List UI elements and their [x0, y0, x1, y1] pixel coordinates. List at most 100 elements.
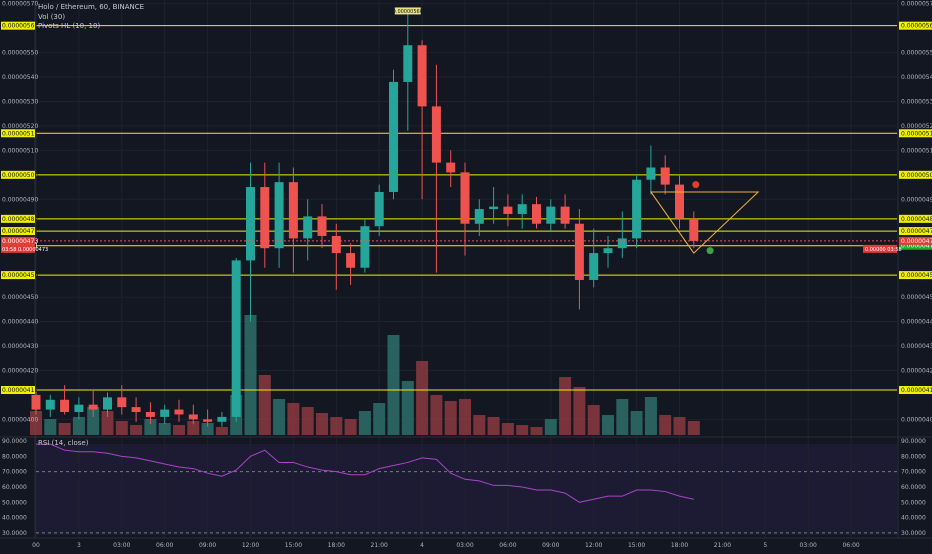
volume-bar — [87, 407, 100, 435]
price-tick-right: 0.00000440 — [901, 319, 932, 326]
time-tick: 00 — [32, 542, 40, 549]
candle-body[interactable] — [60, 399, 70, 413]
candle-body[interactable] — [389, 81, 398, 192]
price-tick-left: 0.00000550 — [2, 50, 38, 57]
time-tick: 15:00 — [285, 542, 302, 549]
candle-body[interactable] — [231, 260, 241, 417]
candle-body[interactable] — [274, 182, 284, 249]
candle-body[interactable] — [88, 404, 98, 410]
rsi-legend: RSI (14, close) — [38, 439, 89, 447]
candle-body[interactable] — [403, 45, 413, 82]
peak-label: 0.00000566 — [393, 9, 423, 15]
candle-body[interactable] — [560, 206, 570, 224]
candle-body[interactable] — [360, 226, 370, 268]
candle-body[interactable] — [303, 216, 313, 239]
rsi-tick-right: 50.0000 — [901, 499, 926, 506]
candle-body[interactable] — [317, 216, 327, 236]
triangle-pattern[interactable] — [649, 191, 760, 254]
candle-body[interactable] — [431, 106, 441, 163]
price-tick-left: 0.00000510 — [2, 147, 38, 154]
candle-body[interactable] — [131, 407, 141, 413]
candle-body[interactable] — [589, 253, 599, 280]
time-tick: 18:00 — [328, 542, 345, 549]
volume-bar — [416, 361, 429, 435]
candle-body[interactable] — [188, 414, 198, 420]
candle-body[interactable] — [346, 253, 356, 268]
candle-body[interactable] — [145, 412, 155, 417]
candle-body[interactable] — [45, 399, 55, 410]
candle-body[interactable] — [203, 419, 213, 422]
volume-bar — [201, 423, 214, 435]
candle-body[interactable] — [374, 191, 384, 227]
price-tick-right: 0.00000510 — [901, 147, 932, 154]
candle-body[interactable] — [489, 206, 499, 210]
volume-bar — [401, 381, 414, 435]
rsi-tick-right: 60.0000 — [901, 484, 926, 491]
candle-body[interactable] — [675, 184, 684, 219]
volume-bar — [273, 399, 286, 435]
candle-body[interactable] — [646, 167, 656, 180]
sell-signal-icon[interactable] — [692, 181, 700, 189]
price-tick-right: 0.00000540 — [901, 74, 932, 81]
time-tick: 03:00 — [800, 542, 817, 549]
volume-bar — [187, 421, 200, 435]
price-tick-left: 0.00000450 — [2, 294, 38, 301]
rsi-tick-left: 80.0000 — [2, 453, 27, 460]
candle-body[interactable] — [103, 397, 112, 410]
level-badge-left — [1, 214, 35, 223]
level-badge-right — [899, 129, 932, 138]
candle-body[interactable] — [160, 409, 170, 417]
candle-body[interactable] — [174, 409, 184, 415]
volume-bar — [58, 423, 71, 435]
rsi-tick-left: 50.0000 — [2, 499, 27, 506]
candle-body[interactable] — [460, 172, 470, 224]
candle-body[interactable] — [331, 235, 341, 254]
candle-body[interactable] — [417, 45, 427, 107]
candle-body[interactable] — [246, 187, 255, 261]
candle-body[interactable] — [446, 162, 456, 173]
volume-bar — [573, 387, 586, 435]
candle-body[interactable] — [603, 248, 613, 254]
candle-body[interactable] — [532, 204, 541, 224]
candle-body[interactable] — [31, 394, 41, 410]
candle-body[interactable] — [474, 209, 484, 224]
current-price-right: 0.00000473 — [901, 238, 932, 245]
candle-body[interactable] — [632, 179, 642, 239]
candle-body[interactable] — [260, 187, 270, 249]
candle-body[interactable] — [503, 206, 513, 214]
buy-signal-icon[interactable] — [706, 247, 714, 255]
level-label-right: 0.00000471 — [901, 243, 932, 250]
candle-body[interactable] — [546, 206, 556, 224]
candle-body[interactable] — [217, 416, 227, 422]
level-badge-left — [1, 21, 35, 30]
level-label-right: 0.00000517 — [901, 130, 932, 137]
time-tick: 5 — [763, 542, 767, 549]
rsi-tick-right: 70.0000 — [901, 469, 926, 476]
price-tick-right: 0.00000570 — [901, 1, 932, 8]
candle-body[interactable] — [74, 404, 84, 413]
volume-bar — [244, 315, 257, 435]
volume-bar — [516, 425, 529, 435]
level-badge-left — [1, 129, 35, 138]
time-tick: 06:00 — [842, 542, 859, 549]
candle-body[interactable] — [574, 223, 584, 280]
level-badge-left — [1, 271, 35, 280]
candle-body[interactable] — [117, 397, 127, 408]
volume-bar — [144, 419, 157, 435]
candle-body[interactable] — [517, 204, 527, 214]
volume-bar — [444, 401, 457, 435]
level-badge-left — [1, 386, 35, 395]
candle-body[interactable] — [660, 167, 670, 185]
level-label-left: 0.00000477 — [2, 228, 38, 235]
volume-bar — [630, 411, 643, 435]
rsi-tick-right: 30.0000 — [901, 530, 926, 537]
price-tick-left: 0.00000520 — [2, 123, 38, 130]
volume-bar — [387, 335, 400, 435]
candle-body[interactable] — [288, 182, 298, 239]
time-tick: 06:00 — [499, 542, 516, 549]
candle-body[interactable] — [689, 218, 699, 241]
level-badge-right — [899, 214, 932, 223]
candle-body[interactable] — [617, 238, 627, 249]
